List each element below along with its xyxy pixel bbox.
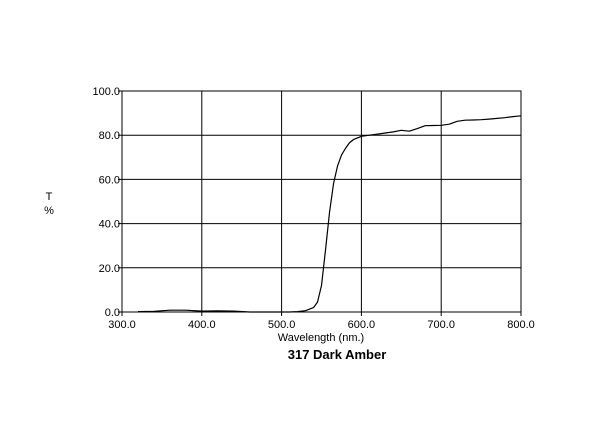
x-tick-label: 800.0	[507, 319, 535, 331]
x-tick-label: 500.0	[268, 319, 296, 331]
y-tick-label: 0.0	[105, 307, 120, 319]
y-tick-label: 20.0	[99, 263, 120, 275]
plot-area-frame	[121, 90, 522, 313]
tick-labels: 300.0 400.0 500.0 600.0 700.0 800.0 0.0 20.0 40.…	[92, 86, 534, 331]
y-tick-label: 80.0	[99, 130, 120, 142]
chart-title: 317 Dark Amber	[288, 347, 387, 362]
transmission-curve	[137, 115, 522, 313]
grid	[118, 90, 522, 316]
y-tick-label: 40.0	[99, 219, 120, 231]
y-axis-label-line-2: %	[44, 205, 54, 217]
series-layer	[137, 115, 522, 313]
x-tick-label: 600.0	[348, 319, 376, 331]
x-axis-label: Wavelength (nm.)	[278, 332, 364, 344]
y-tick-label: 60.0	[99, 174, 120, 186]
x-tick-label: 700.0	[427, 319, 455, 331]
x-tick-label: 300.0	[108, 319, 136, 331]
y-tick-label: 100.0	[92, 86, 120, 98]
x-tick-label: 400.0	[188, 319, 216, 331]
y-axis-label-line-1: T	[46, 191, 53, 203]
